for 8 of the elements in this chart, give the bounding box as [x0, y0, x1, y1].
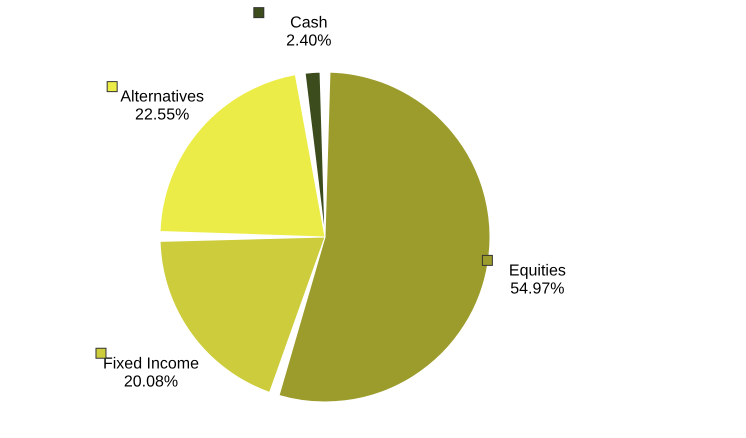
- legend-label: Cash: [290, 14, 328, 32]
- legend-label: Fixed Income: [102, 355, 200, 372]
- data-label: 20.08%: [124, 373, 178, 390]
- legend-label: Alternatives: [120, 88, 204, 106]
- data-label: 54.97%: [510, 280, 565, 298]
- data-label: 22.55%: [135, 106, 190, 124]
- legend-label: Equities: [508, 262, 566, 280]
- data-label: 2.40%: [286, 32, 332, 50]
